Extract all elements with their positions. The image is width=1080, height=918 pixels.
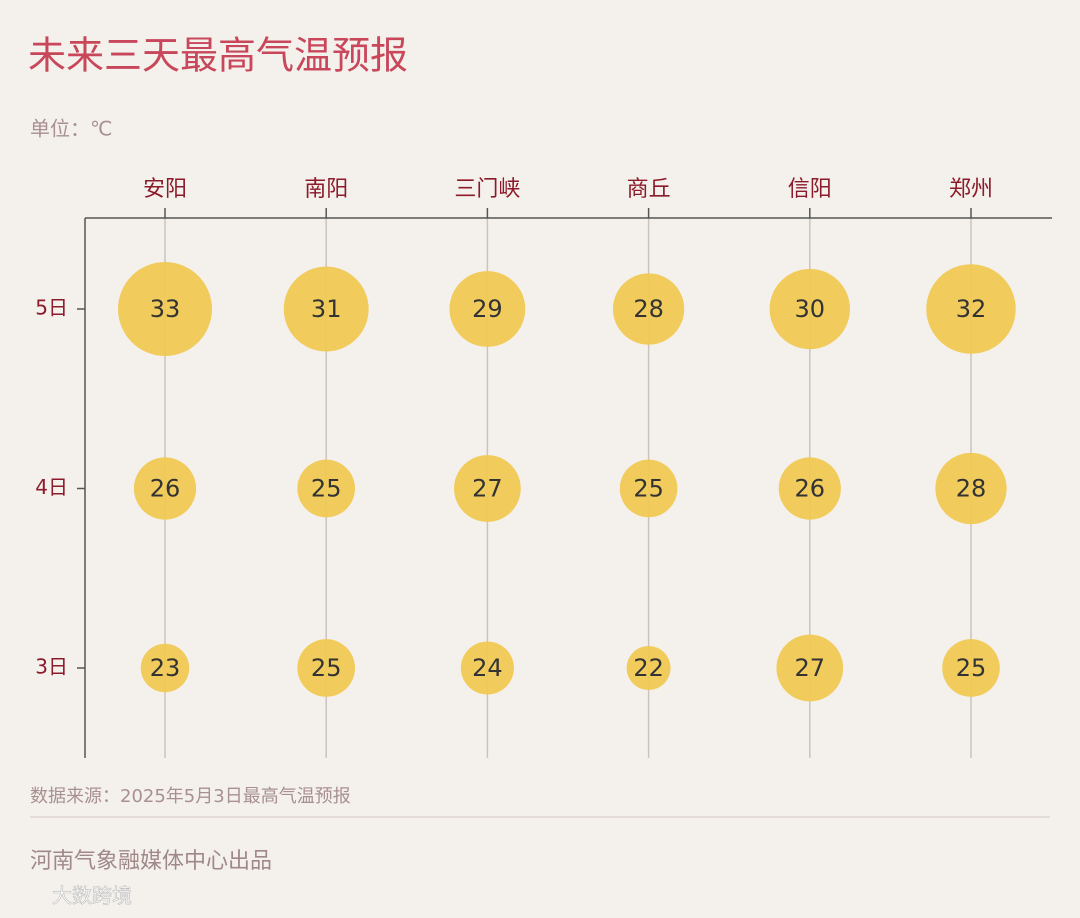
subtitle: 单位：℃ xyxy=(30,117,112,141)
bubble xyxy=(926,264,1016,354)
data-label: 30 xyxy=(795,295,826,323)
data-label: 28 xyxy=(956,475,987,503)
x-tick-label: 三门峡 xyxy=(454,177,520,202)
x-tick-label: 南阳 xyxy=(304,177,348,202)
bubble xyxy=(140,643,190,693)
data-label: 31 xyxy=(311,295,342,323)
y-tick-label: 4日 xyxy=(35,475,68,499)
data-label: 26 xyxy=(795,475,826,503)
data-label: 27 xyxy=(795,654,826,682)
bubble xyxy=(283,266,369,352)
bubble xyxy=(460,641,514,695)
producer: 河南气象融媒体中心出品 xyxy=(30,849,272,874)
bubble xyxy=(942,639,1000,697)
data-label: 25 xyxy=(311,654,342,682)
y-tick-label: 5日 xyxy=(35,296,68,320)
data-label: 25 xyxy=(956,654,987,682)
bubble xyxy=(297,639,356,697)
source: 数据来源：2025年5月3日最高气温预报 xyxy=(30,786,351,807)
data-label: 22 xyxy=(633,654,664,682)
chart-title: 未来三天最高气温预报 xyxy=(28,34,408,78)
bubble xyxy=(769,268,850,350)
x-tick-label: 郑州 xyxy=(949,177,993,202)
bubble xyxy=(454,455,521,522)
data-label: 29 xyxy=(472,295,503,323)
bubble xyxy=(118,262,212,356)
data-label: 33 xyxy=(150,295,181,323)
bubble xyxy=(133,457,197,520)
bubble xyxy=(449,271,526,347)
bubble xyxy=(776,634,844,702)
y-tick-label: 3日 xyxy=(35,655,68,679)
data-label: 26 xyxy=(150,475,181,503)
data-label: 27 xyxy=(472,475,503,503)
watermark: 大数跨境 xyxy=(52,884,132,908)
x-tick-label: 商丘 xyxy=(627,177,671,202)
bubble xyxy=(778,457,841,520)
data-label: 25 xyxy=(311,475,342,503)
bubble xyxy=(626,646,671,690)
data-label: 28 xyxy=(633,295,664,323)
x-tick-label: 安阳 xyxy=(143,177,187,202)
bubble xyxy=(935,452,1007,525)
data-label: 23 xyxy=(150,654,181,682)
bubble xyxy=(612,273,685,345)
data-label: 25 xyxy=(633,475,664,503)
bubble xyxy=(619,459,678,518)
x-tick-label: 信阳 xyxy=(788,177,832,202)
data-label: 32 xyxy=(956,295,987,323)
bubble xyxy=(297,459,356,518)
data-label: 24 xyxy=(472,654,503,682)
